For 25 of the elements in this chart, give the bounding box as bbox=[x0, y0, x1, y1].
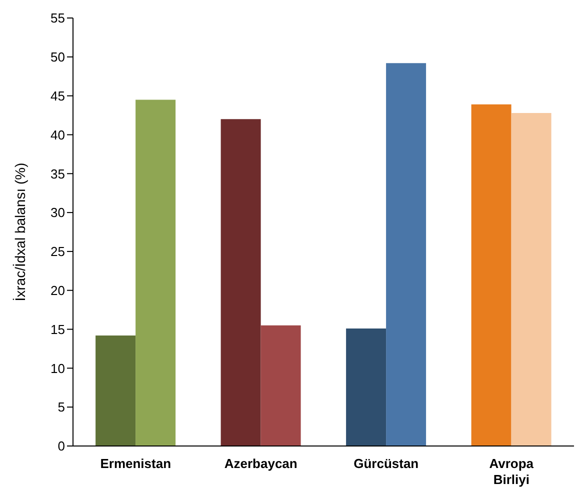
bar bbox=[346, 328, 386, 446]
bar bbox=[136, 100, 176, 446]
bar bbox=[471, 104, 512, 446]
bar bbox=[96, 336, 136, 446]
y-tick-label: 50 bbox=[50, 50, 65, 65]
y-tick-label: 45 bbox=[50, 88, 65, 104]
y-tick-label: 55 bbox=[50, 10, 65, 26]
y-tick-label: 20 bbox=[50, 282, 65, 298]
x-tick-label: Azerbaycan bbox=[224, 456, 298, 471]
bar bbox=[386, 63, 426, 446]
y-tick-label: 0 bbox=[58, 438, 65, 454]
y-axis-title: İxrac/İdxal balansı (%) bbox=[12, 162, 28, 302]
x-tick-label: Gürcüstan bbox=[354, 456, 419, 471]
y-tick-label: 40 bbox=[50, 127, 65, 142]
x-tick-label: Ermenistan bbox=[100, 456, 172, 471]
bar bbox=[260, 325, 301, 446]
bar bbox=[511, 112, 552, 446]
y-tick-label: 5 bbox=[58, 400, 65, 415]
y-tick-label: 30 bbox=[50, 205, 65, 220]
y-tick-label: 25 bbox=[50, 244, 65, 260]
x-tick-label: Avropa Birliyi bbox=[489, 456, 534, 487]
bar bbox=[220, 119, 261, 446]
y-tick-label: 35 bbox=[50, 166, 65, 182]
y-tick-label: 10 bbox=[50, 360, 65, 376]
y-tick-label: 15 bbox=[50, 322, 65, 337]
